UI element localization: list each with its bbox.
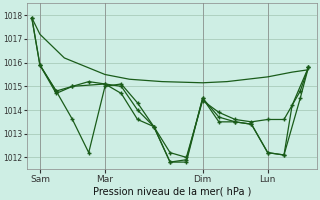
X-axis label: Pression niveau de la mer( hPa ): Pression niveau de la mer( hPa )	[92, 187, 251, 197]
